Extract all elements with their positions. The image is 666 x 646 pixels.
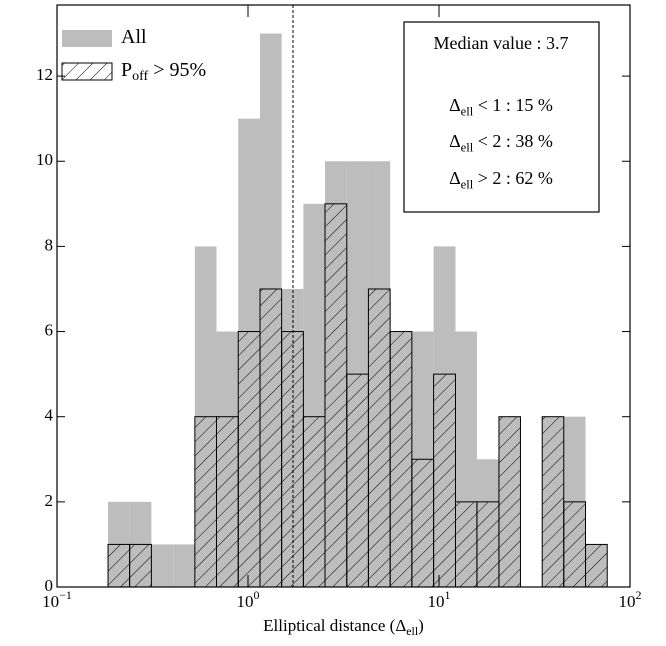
legend-swatch <box>62 30 112 47</box>
annotation-text: Median value : 3.7 <box>434 33 569 53</box>
histogram-bar <box>194 416 217 588</box>
y-tick-label: 2 <box>45 491 54 510</box>
x-tick-exp: 1 <box>445 588 451 602</box>
x-tick-exp: 0 <box>254 588 260 602</box>
x-tick-label: 10−1 <box>42 588 72 611</box>
x-axis-label-part: ) <box>418 616 424 635</box>
annotation-text: Δell > 2 : 62 % <box>449 168 553 191</box>
annotation-text-part: > 2 : 62 % <box>473 168 553 188</box>
histogram-bar <box>237 331 261 588</box>
histogram-bar <box>541 416 565 588</box>
histogram-bar <box>389 331 413 588</box>
annotation-text: Δell < 2 : 38 % <box>449 131 553 154</box>
annotation-text-part: < 2 : 38 % <box>473 131 553 151</box>
histogram-bar <box>433 373 456 588</box>
annotation-text-part: Δ <box>449 168 461 188</box>
histogram-bar <box>281 331 304 588</box>
x-tick-base: 10 <box>428 592 445 611</box>
histogram-bar <box>367 288 391 588</box>
histogram-bar <box>215 416 239 588</box>
histogram-bar <box>411 458 435 588</box>
histogram-bar <box>151 544 174 587</box>
annotation-text-part: Δ <box>449 131 461 151</box>
histogram-bar <box>129 543 152 588</box>
annotation-text-part: Median value : 3.7 <box>434 33 569 53</box>
annotation-text-sub: ell <box>461 177 474 191</box>
legend-label-part: All <box>121 26 147 48</box>
histogram-bar <box>173 544 195 587</box>
legend-label-part: P <box>121 59 132 81</box>
y-tick-label: 12 <box>36 65 53 84</box>
annotation-box <box>403 21 600 213</box>
x-tick-label: 102 <box>619 588 642 611</box>
x-tick-exp: 2 <box>636 588 642 602</box>
annotation-text-part: Δ <box>449 95 461 115</box>
legend-swatch <box>61 62 113 81</box>
annotation-text: Δell < 1 : 15 % <box>449 95 553 118</box>
histogram-bar <box>302 416 326 588</box>
histogram-bar <box>259 288 283 588</box>
y-tick-label: 4 <box>45 406 54 425</box>
x-tick-label: 100 <box>237 588 260 611</box>
x-tick-label: 101 <box>428 588 451 611</box>
annotation-text-sub: ell <box>461 104 474 118</box>
annotation-text-part: < 1 : 15 % <box>473 95 553 115</box>
x-axis-label-sub: ell <box>406 624 419 638</box>
histogram-bar <box>324 203 348 588</box>
histogram-bar <box>476 501 500 588</box>
y-tick-label: 6 <box>45 320 54 339</box>
annotation-text-sub: ell <box>461 140 474 154</box>
histogram-bar <box>346 373 369 588</box>
x-axis-label: Elliptical distance (Δell) <box>263 616 424 638</box>
y-tick-label: 10 <box>36 150 53 169</box>
y-tick-label: 0 <box>45 576 54 595</box>
legend-label: All <box>121 26 147 48</box>
legend-label: Poff > 95% <box>121 59 206 85</box>
legend-label-part: > 95% <box>148 59 206 81</box>
x-tick-base: 10 <box>237 592 254 611</box>
histogram-bar <box>454 501 478 588</box>
y-tick-label: 8 <box>45 235 54 254</box>
legend-label-sub: off <box>132 69 148 84</box>
histogram-bar <box>107 543 131 588</box>
histogram-bar <box>498 416 521 588</box>
x-tick-exp: −1 <box>59 588 72 602</box>
plot-frame <box>56 4 631 588</box>
histogram-bar <box>585 543 608 588</box>
x-tick-base: 10 <box>42 592 59 611</box>
x-tick-base: 10 <box>619 592 636 611</box>
x-axis-label-part: Elliptical distance (Δ <box>263 616 406 635</box>
histogram-bar <box>563 501 587 588</box>
